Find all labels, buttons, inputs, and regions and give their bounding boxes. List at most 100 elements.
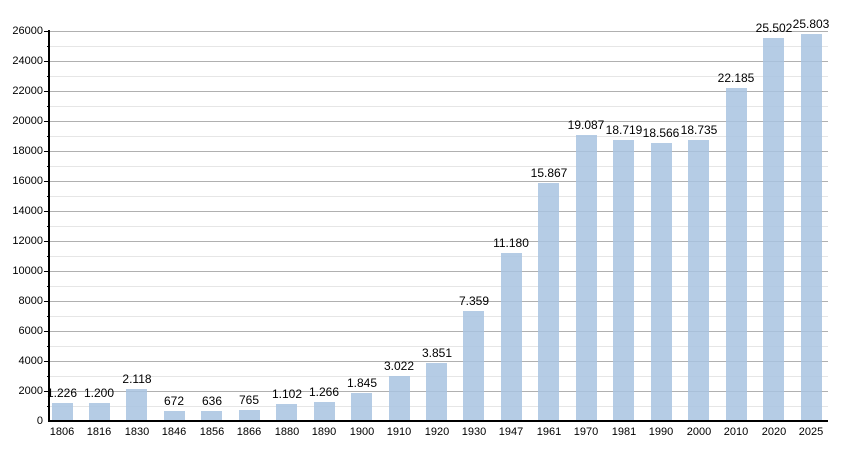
- x-tick-label: 1970: [573, 426, 599, 438]
- y-tick-label: 4000: [18, 355, 43, 367]
- bar-value-label: 1.266: [308, 385, 340, 399]
- bar-value-label: 1.226: [46, 386, 78, 400]
- y-tick-label: 12000: [12, 235, 43, 247]
- bar: [351, 393, 372, 421]
- y-major-tick: [44, 91, 50, 92]
- y-gridline-minor: [50, 46, 828, 47]
- y-gridline-major: [50, 91, 828, 92]
- y-gridline-minor: [50, 76, 828, 77]
- bar: [426, 363, 447, 421]
- bar: [726, 88, 747, 421]
- x-tick-label: 1920: [424, 426, 450, 438]
- bar: [463, 311, 484, 421]
- x-tick-label: 1866: [236, 426, 262, 438]
- y-gridline-minor: [50, 196, 828, 197]
- y-gridline-major: [50, 181, 828, 182]
- y-gridline-major: [50, 61, 828, 62]
- y-tick-label: 22000: [12, 85, 43, 97]
- y-gridline-major: [50, 31, 828, 32]
- y-major-tick: [44, 391, 50, 392]
- bar: [239, 410, 260, 421]
- x-tick-label: 1961: [536, 426, 562, 438]
- bar-value-label: 19.087: [567, 118, 605, 132]
- x-tick-label: 1900: [349, 426, 375, 438]
- bar-value-label: 7.359: [458, 294, 490, 308]
- bar-value-label: 11.180: [493, 236, 529, 250]
- y-tick-label: 20000: [12, 115, 43, 127]
- x-tick-label: 1856: [199, 426, 225, 438]
- bar-value-label: 25.502: [755, 21, 793, 35]
- y-major-tick: [44, 211, 50, 212]
- y-major-tick: [44, 301, 50, 302]
- y-gridline-major: [50, 301, 828, 302]
- y-gridline-minor: [50, 346, 828, 347]
- y-gridline-minor: [50, 286, 828, 287]
- y-tick-label: 6000: [18, 325, 43, 337]
- x-tick-label: 1890: [311, 426, 337, 438]
- bar-value-label: 3.022: [383, 359, 415, 373]
- y-tick-label: 14000: [12, 205, 43, 217]
- x-tick-label: 1910: [386, 426, 412, 438]
- y-major-tick: [44, 271, 50, 272]
- x-tick-label: 2020: [761, 426, 787, 438]
- bar: [89, 403, 110, 421]
- y-major-tick: [44, 241, 50, 242]
- y-major-tick: [44, 121, 50, 122]
- bar: [52, 403, 73, 421]
- y-major-tick: [44, 61, 50, 62]
- bar: [201, 411, 222, 421]
- y-gridline-minor: [50, 226, 828, 227]
- y-major-tick: [44, 151, 50, 152]
- bar: [651, 143, 672, 421]
- bar-value-label: 765: [238, 393, 260, 407]
- y-tick-label: 18000: [12, 145, 43, 157]
- y-gridline-minor: [50, 256, 828, 257]
- y-gridline-minor: [50, 106, 828, 107]
- y-gridline-minor: [50, 136, 828, 137]
- x-tick-label: 2010: [723, 426, 749, 438]
- x-tick-label: 1830: [124, 426, 150, 438]
- y-gridline-major: [50, 241, 828, 242]
- bar-value-label: 18.719: [605, 123, 643, 137]
- y-tick-label: 2000: [18, 385, 43, 397]
- x-tick-label: 1990: [648, 426, 674, 438]
- x-tick-label: 1947: [498, 426, 524, 438]
- bar: [801, 34, 822, 421]
- bar: [501, 253, 522, 421]
- y-tick-label: 0: [36, 415, 43, 427]
- x-axis-line: [48, 420, 828, 422]
- x-tick-label: 2025: [798, 426, 824, 438]
- y-gridline-major: [50, 331, 828, 332]
- x-tick-label: 2000: [686, 426, 712, 438]
- y-tick-label: 10000: [12, 265, 43, 277]
- bar-value-label: 2.118: [122, 372, 152, 386]
- x-tick-label: 1806: [49, 426, 75, 438]
- y-gridline-minor: [50, 166, 828, 167]
- y-gridline-major: [50, 271, 828, 272]
- bar-value-label: 15.867: [530, 166, 568, 180]
- x-tick-label: 1930: [461, 426, 487, 438]
- bar: [314, 402, 335, 421]
- y-tick-label: 24000: [12, 55, 43, 67]
- bar: [688, 140, 709, 421]
- bar-value-label: 1.102: [271, 387, 303, 401]
- bar: [276, 404, 297, 421]
- bar-value-label: 22.185: [717, 71, 755, 85]
- bar: [613, 140, 634, 421]
- bar-value-label: 672: [163, 394, 185, 408]
- y-gridline-major: [50, 361, 828, 362]
- bar: [763, 38, 784, 421]
- x-tick-label: 1816: [86, 426, 112, 438]
- x-tick-label: 1880: [274, 426, 300, 438]
- bar: [126, 389, 147, 421]
- y-major-tick: [44, 361, 50, 362]
- y-major-tick: [44, 31, 50, 32]
- y-tick-label: 8000: [18, 295, 43, 307]
- bar-value-label: 25.803: [792, 17, 830, 31]
- y-gridline-minor: [50, 316, 828, 317]
- bar-value-label: 18.566: [642, 126, 680, 140]
- x-tick-label: 1981: [611, 426, 637, 438]
- bar-value-label: 636: [201, 394, 223, 408]
- y-major-tick: [44, 331, 50, 332]
